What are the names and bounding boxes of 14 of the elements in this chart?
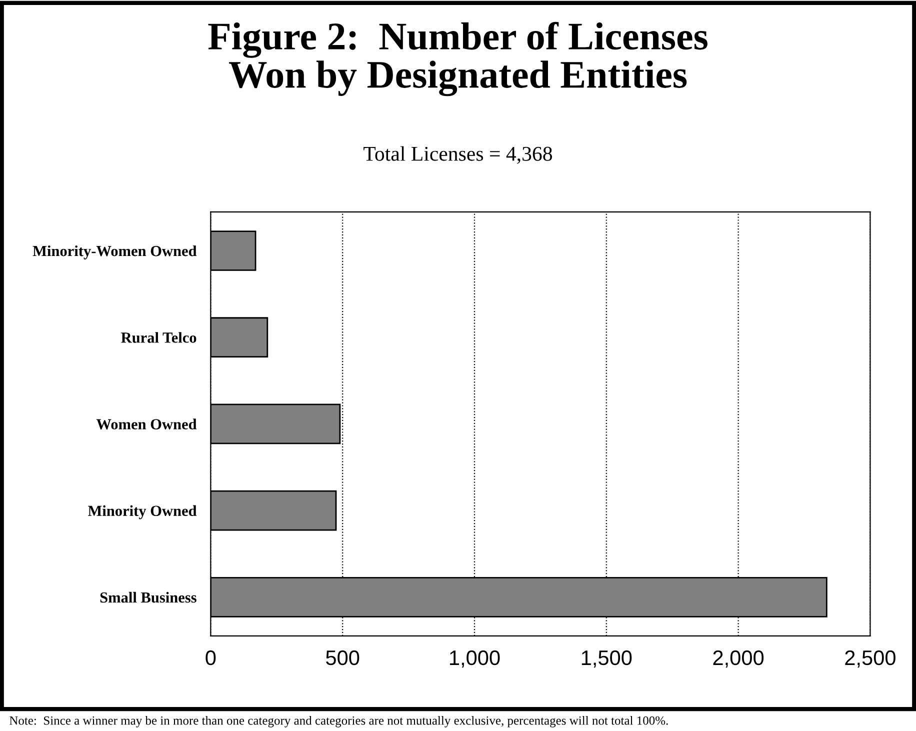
x-tick-label: 1,500 [582,650,632,668]
chart-subtitle: Total Licenses = 4,368 [364,146,552,164]
x-tick-label: 500 [326,650,360,666]
y-tick-label: Women Owned [96,418,197,430]
y-tick-label: Rural Telco [121,332,196,343]
x-tick-label: 1,000 [450,650,500,668]
text: Note: Since a winner may be in more than one category and categories are not mutually exclusive, percentages will not total 100%. [10,716,668,728]
y-tick-label: Small Business [100,592,196,603]
y-tick-label: Minority-Women Owned [32,245,197,260]
x-tick-label: 0 [206,650,216,666]
x-tick-label: 2,000 [713,650,764,668]
y-tick-label: Minority Owned [88,505,197,520]
x-tick-label: 2,500 [845,650,896,668]
chart-title: Figure 2: Number of Licenses Won by Designated Entities [208,22,708,96]
